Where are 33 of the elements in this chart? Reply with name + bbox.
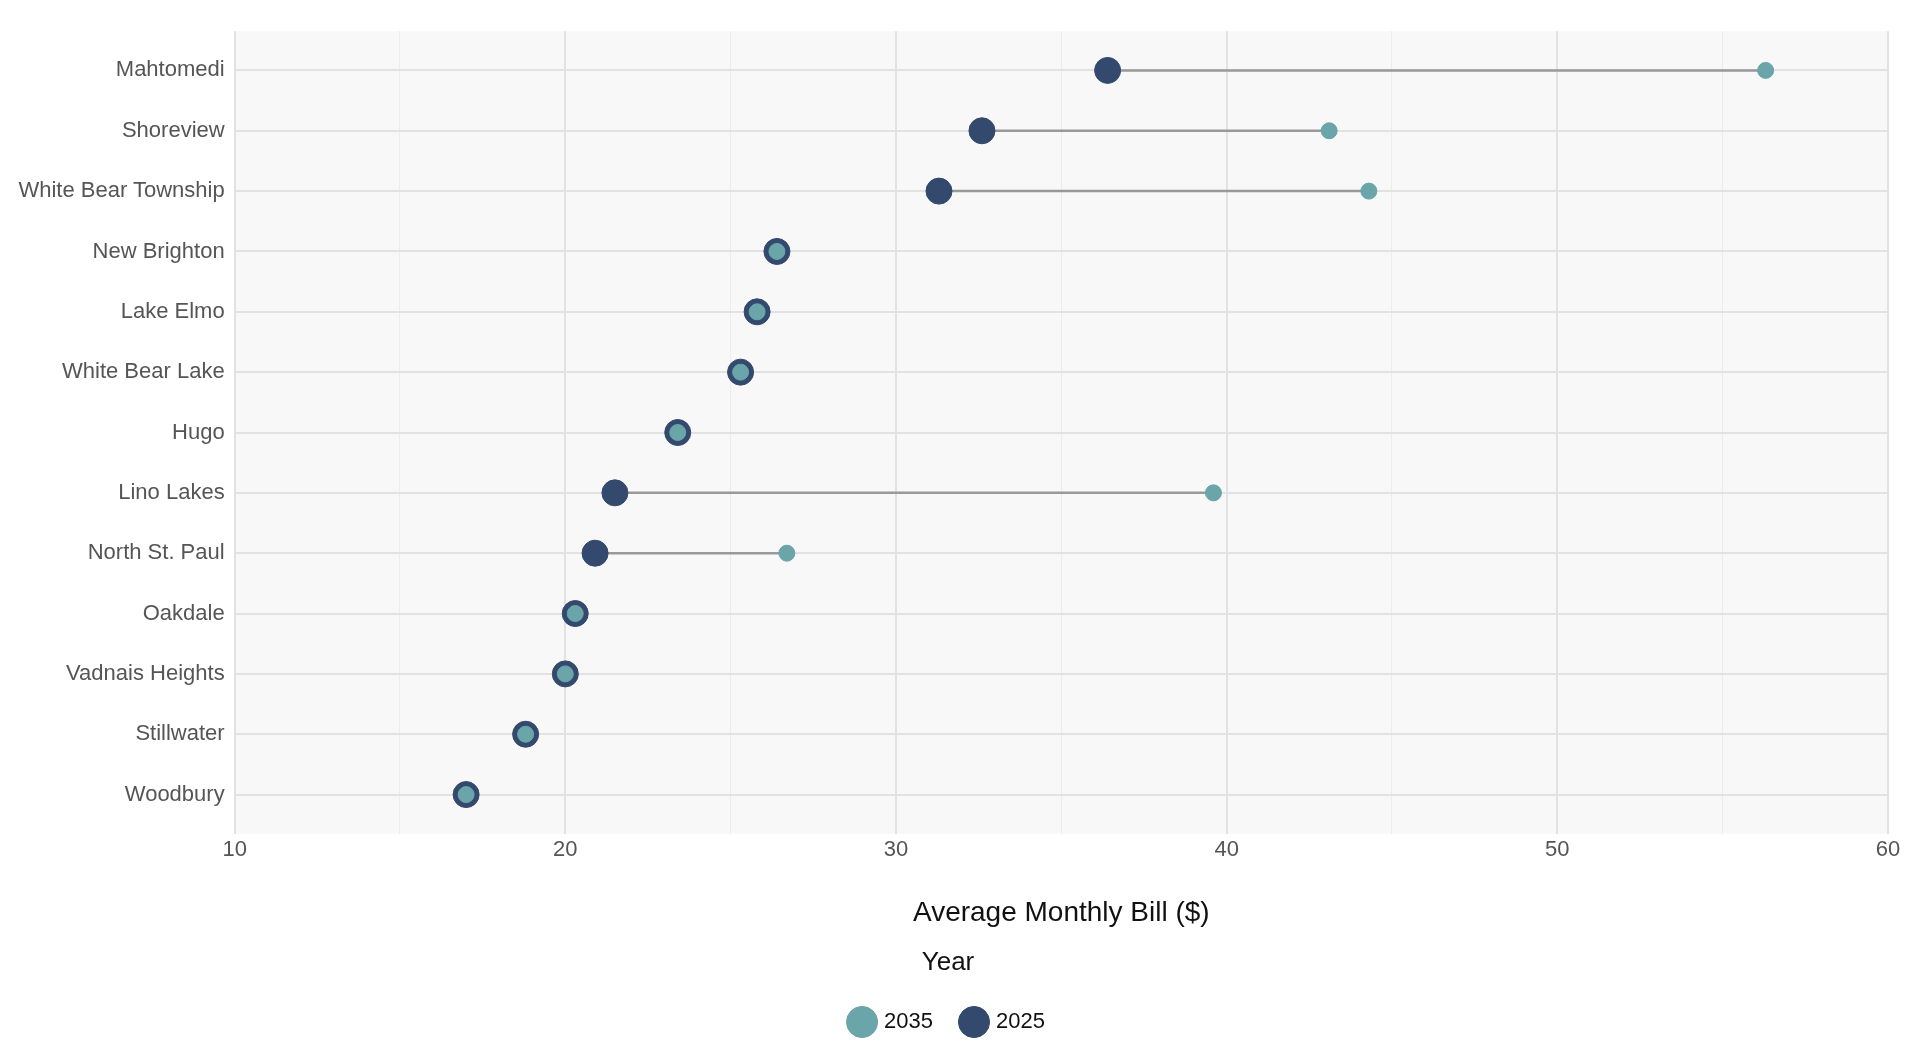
point — [581, 539, 609, 567]
x-tick-label: 60 — [1875, 836, 1901, 862]
point — [1360, 182, 1378, 200]
point — [968, 117, 996, 145]
x-tick-label: 40 — [1214, 836, 1239, 862]
x-tick-label: 30 — [883, 836, 909, 862]
x-tick-label: 50 — [1545, 836, 1570, 862]
point — [601, 479, 629, 507]
point — [1320, 122, 1338, 140]
y-tick-label: New Brighton — [92, 237, 225, 263]
y-tick-label: Lino Lakes — [118, 478, 225, 504]
x-tick-label: 10 — [222, 836, 247, 862]
point — [1094, 56, 1122, 84]
point — [778, 544, 796, 562]
y-tick-label: Vadnais Heights — [66, 659, 225, 685]
x-tick-label: 20 — [553, 836, 578, 862]
legend-title: Year — [921, 945, 975, 976]
y-tick-label: North St. Paul — [87, 539, 225, 565]
y-tick-label: Woodbury — [124, 780, 225, 806]
y-tick-label: Stillwater — [135, 720, 225, 746]
y-tick-label: Hugo — [172, 418, 225, 444]
x-axis-title: Average Monthly Bill ($) — [912, 895, 1210, 927]
y-tick-label: Lake Elmo — [120, 297, 225, 323]
point — [925, 177, 953, 205]
y-tick-label: Oakdale — [142, 599, 225, 625]
point — [1757, 61, 1775, 79]
point — [1204, 484, 1222, 502]
legend-label: 2025 — [996, 1008, 1045, 1034]
legend-label: 2035 — [884, 1008, 934, 1034]
y-tick-label: Shoreview — [121, 116, 225, 142]
y-tick-label: White Bear Lake — [62, 358, 225, 384]
y-tick-label: White Bear Township — [18, 177, 225, 203]
y-tick-label: Mahtomedi — [115, 56, 225, 82]
